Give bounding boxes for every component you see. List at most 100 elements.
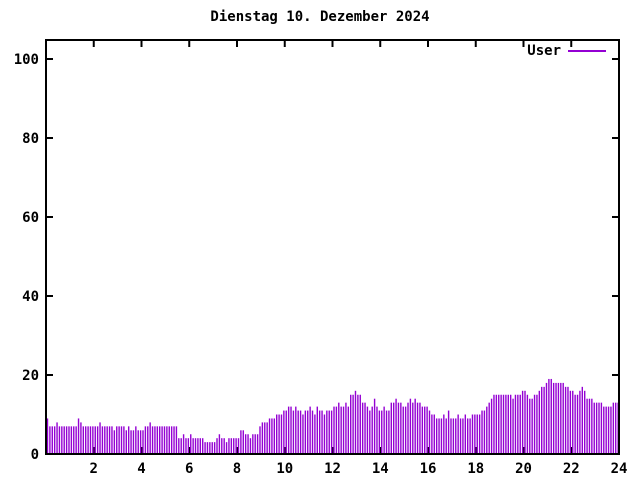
bar — [330, 410, 333, 454]
bar — [564, 386, 567, 454]
bar — [569, 390, 572, 454]
bar — [182, 434, 185, 454]
bar — [400, 402, 402, 454]
bar — [170, 426, 173, 454]
bar — [321, 410, 323, 454]
bar — [462, 418, 464, 454]
bar — [46, 418, 49, 454]
bar — [99, 422, 101, 454]
bar — [607, 406, 610, 454]
bar — [428, 410, 431, 454]
bar — [562, 382, 564, 454]
bar — [521, 390, 524, 454]
bar — [361, 402, 364, 454]
bar — [538, 390, 541, 454]
bar — [366, 406, 369, 454]
bar — [218, 434, 221, 454]
bar — [486, 406, 488, 454]
bar — [51, 426, 53, 454]
bar — [144, 426, 147, 454]
bar — [63, 426, 65, 454]
bar — [211, 442, 213, 454]
bar — [268, 418, 271, 454]
bar — [524, 390, 526, 454]
bar — [192, 438, 194, 454]
bar — [316, 406, 318, 454]
y-tick-labels: 0 20 40 60 80 100 — [14, 52, 39, 463]
bar — [318, 410, 321, 454]
bar — [311, 410, 314, 454]
bar — [335, 406, 338, 454]
bar — [383, 406, 385, 454]
bar — [498, 394, 500, 454]
y-tick-label: 0 — [31, 447, 39, 463]
y-tick-label: 80 — [22, 131, 39, 147]
bar — [173, 426, 175, 454]
bar — [77, 418, 80, 454]
bar — [266, 422, 268, 454]
bar — [476, 414, 478, 454]
bar — [409, 398, 412, 454]
bar — [450, 418, 452, 454]
bars-group — [46, 378, 619, 454]
x-tick-label: 4 — [137, 461, 145, 477]
bar — [244, 434, 247, 454]
bar — [147, 426, 149, 454]
bar — [111, 426, 113, 454]
x-tick-label: 10 — [276, 461, 293, 477]
bar — [426, 406, 428, 454]
bar — [85, 426, 87, 454]
bar — [283, 410, 285, 454]
bar — [421, 406, 424, 454]
bar — [278, 414, 280, 454]
x-tick-label: 2 — [90, 461, 98, 477]
bar — [509, 394, 512, 454]
bar — [106, 426, 108, 454]
x-tick-label: 18 — [467, 461, 484, 477]
bar — [388, 410, 390, 454]
bar — [68, 426, 70, 454]
bar — [354, 390, 357, 454]
tick-marks — [46, 40, 620, 455]
bar — [373, 398, 376, 454]
legend-label: User — [527, 43, 561, 59]
bar — [261, 422, 264, 454]
bar — [371, 406, 373, 454]
bar — [581, 386, 583, 454]
bar — [440, 418, 443, 454]
bar — [345, 402, 347, 454]
chart-title: Dienstag 10. Dezember 2024 — [210, 9, 430, 25]
bar — [209, 442, 211, 454]
bar — [280, 414, 283, 454]
bar — [314, 414, 316, 454]
bar — [447, 410, 450, 454]
bar — [431, 414, 433, 454]
bar — [49, 426, 51, 454]
bar — [292, 410, 295, 454]
bar — [166, 426, 168, 454]
bar — [163, 426, 166, 454]
bar — [586, 398, 588, 454]
bar — [254, 434, 256, 454]
bar — [142, 430, 144, 454]
x-tick-label: 12 — [324, 461, 341, 477]
bar — [467, 418, 469, 454]
bar — [273, 418, 276, 454]
bar — [526, 394, 529, 454]
bar — [416, 402, 419, 454]
bar — [137, 430, 139, 454]
bar — [120, 426, 123, 454]
bar — [612, 402, 615, 454]
bar — [352, 394, 354, 454]
bar — [531, 398, 533, 454]
bar — [302, 414, 304, 454]
bar — [574, 394, 576, 454]
bar — [435, 418, 438, 454]
bar — [101, 426, 104, 454]
bar — [65, 426, 68, 454]
bar — [512, 398, 514, 454]
bar — [459, 418, 462, 454]
bar — [357, 394, 359, 454]
bar — [385, 410, 388, 454]
bar — [116, 426, 118, 454]
